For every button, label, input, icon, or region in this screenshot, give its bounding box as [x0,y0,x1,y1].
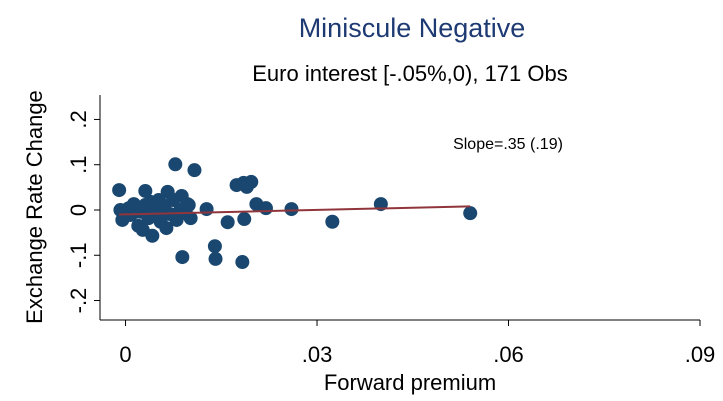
x-tick-label: .09 [685,342,716,367]
point [155,204,170,219]
point [239,179,254,194]
point [135,222,150,237]
point [166,193,181,208]
point [181,198,196,213]
point [138,183,153,198]
point [168,157,183,172]
point [208,251,223,266]
annotation: Slope=.35 (.19) [453,136,563,153]
fit-line [119,205,471,216]
y-axis-title: Exchange Rate Change [22,90,47,324]
point [128,204,143,219]
y-tick-label: .1 [66,156,91,174]
x-tick-label: 0 [119,342,131,367]
point [237,212,252,227]
point [187,163,202,178]
x-axis-title: Forward premium [324,370,496,395]
point [159,221,174,236]
point [235,255,250,270]
point [175,250,190,265]
y-tick-label: -.1 [66,242,91,268]
point [325,214,340,229]
y-tick-label: -.2 [66,288,91,314]
point [143,194,158,209]
point [207,239,222,254]
chart-subtitle: Euro interest [-.05%,0), 171 Obs [252,61,568,86]
point [258,201,273,216]
point [199,202,214,217]
point [118,206,133,221]
point [284,202,299,217]
y-tick-label: .2 [66,110,91,128]
chart-title: Miniscule Negative [299,13,526,43]
point [112,183,127,198]
x-tick-label: .03 [302,342,333,367]
point [463,206,478,221]
y-tick-label: 0 [66,204,91,216]
x-tick-label: .06 [493,342,524,367]
point [220,215,235,230]
